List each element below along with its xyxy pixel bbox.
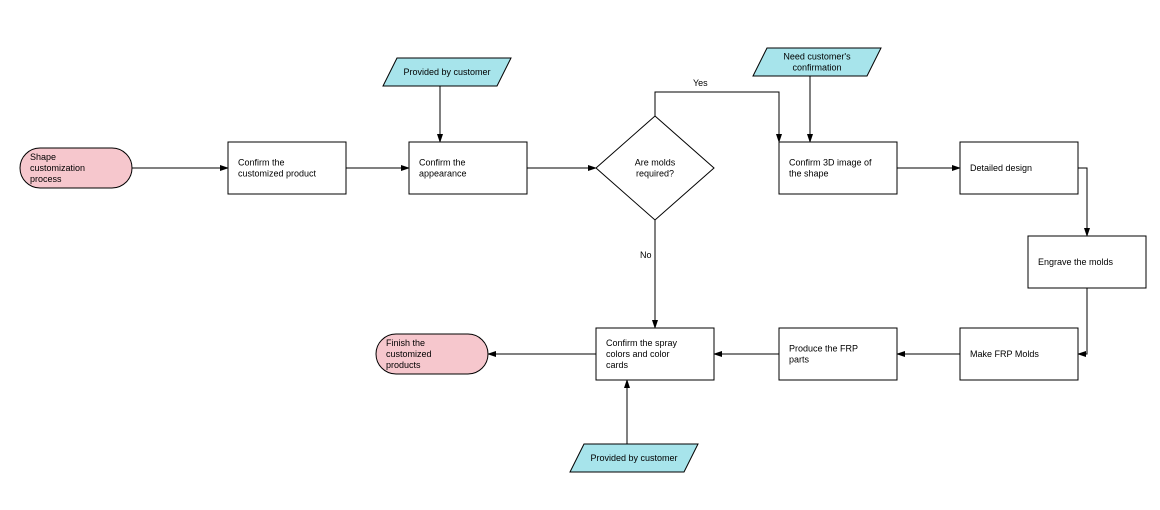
edge-label-yes: Yes xyxy=(693,78,708,88)
edge-label-no: No xyxy=(640,250,652,260)
node-label-need_conf: Need customer'sconfirmation xyxy=(783,52,851,73)
edge-detailed-engrave xyxy=(1078,168,1087,236)
node-label-confirm_app: Confirm theappearance xyxy=(419,158,467,179)
node-label-provided1: Provided by customer xyxy=(403,67,490,77)
edge-engrave-makefrp xyxy=(1078,288,1087,354)
node-label-makefrp: Make FRP Molds xyxy=(970,349,1039,359)
flowchart-canvas: YesNoShapecustomizationprocessConfirm th… xyxy=(0,0,1160,510)
node-label-decision: Are moldsrequired? xyxy=(635,158,676,179)
node-label-provided2: Provided by customer xyxy=(590,453,677,463)
node-label-detailed: Detailed design xyxy=(970,163,1032,173)
node-label-engrave: Engrave the molds xyxy=(1038,257,1114,267)
